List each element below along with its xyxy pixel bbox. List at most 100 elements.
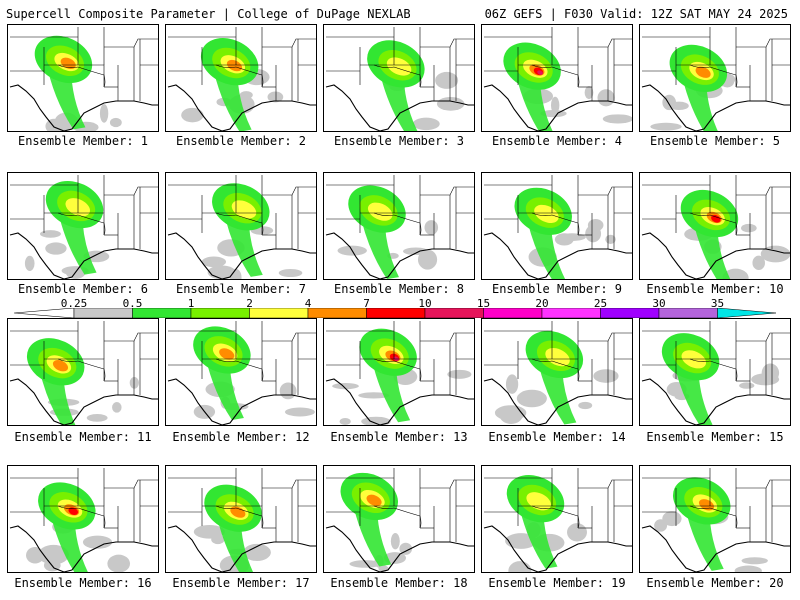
scp-map-2: [167, 27, 316, 131]
state-border: [736, 38, 790, 48]
state-border: [103, 515, 106, 529]
scp-contour-low: [181, 107, 204, 123]
scp-contour-low: [751, 373, 780, 386]
map-panel-member-11: [7, 318, 159, 426]
scp-contour-low: [201, 256, 227, 268]
state-border: [261, 74, 264, 88]
scp-contour: [52, 360, 69, 372]
scp-contour-low: [45, 242, 67, 255]
scp-contour: [367, 202, 393, 221]
scp-map-18: [325, 468, 474, 572]
colorbar-segment: [73, 308, 133, 318]
scp-contour-low: [447, 369, 472, 379]
scp-map-11: [9, 321, 158, 425]
scp-contour-low: [558, 233, 586, 241]
scp-map-17: [167, 468, 316, 572]
state-border: [577, 368, 580, 382]
state-border: [689, 212, 737, 224]
map-panel-member-15: [639, 318, 791, 426]
map-panel-member-18: [323, 465, 475, 573]
state-border: [577, 74, 580, 88]
scp-map-19: [483, 468, 632, 572]
scp-contour-low: [230, 268, 242, 279]
scp-map-5: [641, 27, 790, 131]
scp-contour-low: [760, 245, 790, 263]
scp-contour-low: [654, 519, 668, 532]
state-border: [689, 505, 737, 517]
state-border: [57, 212, 105, 224]
colorbar-segment: [190, 308, 250, 318]
header: Supercell Composite Parameter | College …: [0, 0, 800, 22]
map-panel-member-16: [7, 465, 159, 573]
scp-map-7: [167, 175, 316, 279]
state-border: [215, 64, 263, 76]
colorbar-tick-label: 10: [418, 297, 432, 310]
state-border: [420, 186, 474, 196]
colorbar-tick-label: 7: [363, 297, 370, 310]
scp-contour-low: [86, 414, 108, 422]
scp-contour: [68, 507, 78, 515]
map-panel-member-2: [165, 24, 317, 132]
map-panel-member-1: [7, 24, 159, 132]
scp-contour-low: [349, 560, 382, 568]
scp-map-6: [9, 175, 158, 279]
scp-contour: [366, 494, 382, 506]
colorbar-segment: [424, 308, 484, 318]
state-border: [531, 212, 579, 224]
colorbar-segment: [249, 308, 309, 318]
state-border: [373, 64, 421, 76]
scp-map-13: [325, 321, 474, 425]
state-border: [261, 368, 264, 382]
scp-contour-low: [752, 255, 766, 271]
state-border: [262, 38, 316, 48]
scp-contour-low: [672, 513, 682, 523]
colorbar-left-arrow: [14, 308, 75, 318]
scp-contour-low: [39, 230, 61, 238]
scp-contour-low: [403, 247, 429, 256]
state-border: [103, 222, 106, 236]
scp-contour-low: [279, 382, 297, 400]
state-border: [215, 505, 263, 517]
scp-contour: [695, 66, 711, 78]
state-border: [578, 479, 632, 489]
member-caption: Ensemble Member: 6: [17, 282, 149, 296]
member-caption: Ensemble Member: 16: [14, 576, 152, 590]
member-caption: Ensemble Member: 12: [172, 430, 310, 444]
scp-map-20: [641, 468, 790, 572]
scp-contour-low: [82, 535, 113, 549]
state-border: [262, 332, 316, 342]
state-border: [420, 479, 474, 489]
scp-contour: [230, 506, 246, 518]
state-border: [261, 515, 264, 529]
scp-contour-low: [741, 557, 768, 565]
scp-contour-low: [587, 219, 604, 232]
scp-contour: [231, 200, 257, 219]
scp-contour-low: [602, 114, 632, 124]
scp-contour-low: [417, 249, 438, 270]
scp-contour-low: [107, 554, 131, 572]
scp-map-14: [483, 321, 632, 425]
product-title: Supercell Composite Parameter | College …: [6, 7, 411, 21]
gulf-coastline: [641, 378, 790, 425]
scp-contour-low: [568, 523, 581, 541]
scp-map-8: [325, 175, 474, 279]
scp-contour-low: [739, 382, 755, 389]
scp-contour-low: [550, 96, 560, 114]
state-border: [104, 186, 158, 196]
scp-contour: [537, 70, 543, 75]
colorbar-tick-label: 35: [710, 297, 725, 310]
member-caption: Ensemble Member: 4: [491, 134, 623, 148]
scp-contour: [60, 57, 76, 69]
scp-contour-low: [436, 96, 465, 111]
state-border: [689, 64, 737, 76]
state-border: [57, 358, 105, 370]
map-panel-member-13: [323, 318, 475, 426]
colorbar-tick-label: 0.25: [60, 297, 88, 310]
scp-contour-low: [38, 544, 69, 565]
state-border: [419, 368, 422, 382]
member-caption: Ensemble Member: 15: [646, 430, 784, 444]
state-border: [735, 515, 738, 529]
colorbar-tick-label: 0.5: [122, 297, 143, 310]
colorbar-segment: [600, 308, 660, 318]
state-border: [577, 515, 580, 529]
